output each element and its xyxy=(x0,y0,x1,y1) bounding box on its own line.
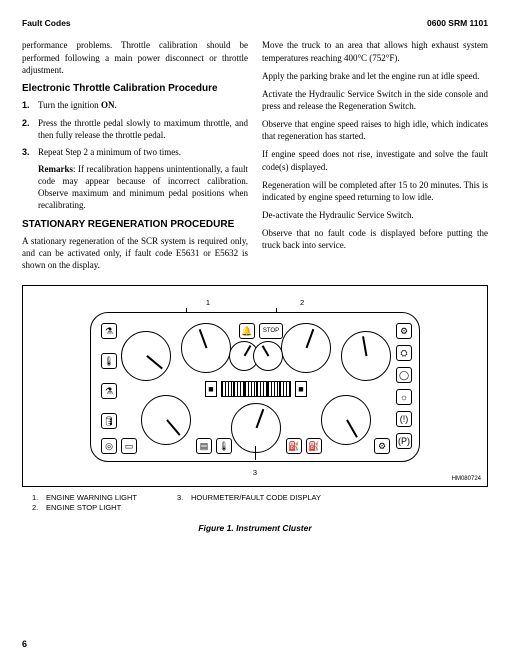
header-left: Fault Codes xyxy=(22,18,71,29)
gauge-large xyxy=(281,323,331,373)
callout-1: 1 xyxy=(206,298,210,308)
right-para: Observe that no fault code is displayed … xyxy=(262,227,488,251)
flask-icon: ⚗ xyxy=(101,323,117,339)
step-body: Press the throttle pedal slowly to maxim… xyxy=(38,117,248,141)
belt-icon: ◎ xyxy=(101,438,117,454)
key-item: 3.HOURMETER/FAULT CODE DISPLAY xyxy=(177,493,321,503)
step-1: 1. Turn the ignition ON. xyxy=(22,99,248,111)
srp-heading: STATIONARY REGENERATION PROCEDURE xyxy=(22,219,248,231)
hourmeter-display xyxy=(221,381,291,397)
right-para: Apply the parking brake and let the engi… xyxy=(262,70,488,82)
stop-icon: STOP xyxy=(259,323,283,339)
header-right: 0600 SRM 1101 xyxy=(427,18,488,29)
leader-line xyxy=(255,446,256,460)
intro-text: performance problems. Throttle calibrati… xyxy=(22,39,248,75)
temp-icon: 🌡 xyxy=(216,438,232,454)
gauge-large xyxy=(231,403,281,453)
oil-icon: 🛢 xyxy=(101,413,117,429)
step-num: 1. xyxy=(22,99,38,111)
gauge-large xyxy=(341,331,391,381)
gauge-small xyxy=(253,341,283,371)
figure-ref: HM080724 xyxy=(452,475,481,483)
trans-icon: ⚙ xyxy=(374,438,390,454)
filter-icon: ▤ xyxy=(196,438,212,454)
right-para: De-activate the Hydraulic Service Switch… xyxy=(262,209,488,221)
instrument-panel: ⚗ 🌡 ⚗ 🛢 ◎ ▭ ▤ 🌡 🔔 STOP ⛽ ⛽ ⚙ ⚙ ⛭ ◯ ☼ (!)… xyxy=(90,312,420,462)
step-body: Turn the ignition ON. xyxy=(38,99,248,111)
step-num: 3. xyxy=(22,146,38,212)
srp-intro: A stationary regeneration of the SCR sys… xyxy=(22,235,248,271)
bell-icon: 🔔 xyxy=(239,323,255,339)
light-icon: ☼ xyxy=(396,389,412,405)
right-para: Activate the Hydraulic Service Switch in… xyxy=(262,88,488,112)
batt-icon: ▭ xyxy=(121,438,137,454)
step-remark: Remarks: If recalibration happens uninte… xyxy=(38,163,248,212)
flask-icon: ⚗ xyxy=(101,383,117,399)
gauge-large xyxy=(321,395,371,445)
indicator-icon: ■ xyxy=(205,381,217,397)
callout-3: 3 xyxy=(41,468,469,478)
right-para: Regeneration will be completed after 15 … xyxy=(262,179,488,203)
engine-icon: ⚙ xyxy=(396,323,412,339)
brake-icon: (!) xyxy=(396,411,412,427)
fuel-icon: ⛽ xyxy=(286,438,302,454)
step-2: 2. Press the throttle pedal slowly to ma… xyxy=(22,117,248,141)
indicator-icon: ■ xyxy=(295,381,307,397)
gauge-large xyxy=(141,395,191,445)
key-item: 2.ENGINE STOP LIGHT xyxy=(32,503,137,513)
etc-steps: 1. Turn the ignition ON. 2. Press the th… xyxy=(22,99,248,211)
right-para: Move the truck to an area that allows hi… xyxy=(262,39,488,63)
step-3: 3. Repeat Step 2 a minimum of two times.… xyxy=(22,146,248,212)
step-body: Repeat Step 2 a minimum of two times. Re… xyxy=(38,146,248,212)
step-num: 2. xyxy=(22,117,38,141)
fuel-icon: ⛽ xyxy=(306,438,322,454)
key-item: 1.ENGINE WARNING LIGHT xyxy=(32,493,137,503)
pbrake-icon: (P) xyxy=(396,433,412,449)
temp-icon: 🌡 xyxy=(101,353,117,369)
figure-caption: Figure 1. Instrument Cluster xyxy=(22,523,488,534)
left-column: performance problems. Throttle calibrati… xyxy=(22,39,248,276)
right-column: Move the truck to an area that allows hi… xyxy=(262,39,488,276)
page-number: 6 xyxy=(22,638,27,650)
gauge-large xyxy=(181,323,231,373)
gear-icon: ⛭ xyxy=(396,345,412,361)
figure-frame: 1 2 xyxy=(22,285,488,487)
right-para: If engine speed does not rise, investiga… xyxy=(262,148,488,172)
callout-2: 2 xyxy=(300,298,304,308)
etc-heading: Electronic Throttle Calibration Procedur… xyxy=(22,82,248,96)
right-para: Observe that engine speed raises to high… xyxy=(262,118,488,142)
figure-key: 1.ENGINE WARNING LIGHT 2.ENGINE STOP LIG… xyxy=(22,493,488,513)
gauge-large xyxy=(121,331,171,381)
air-icon: ◯ xyxy=(396,367,412,383)
